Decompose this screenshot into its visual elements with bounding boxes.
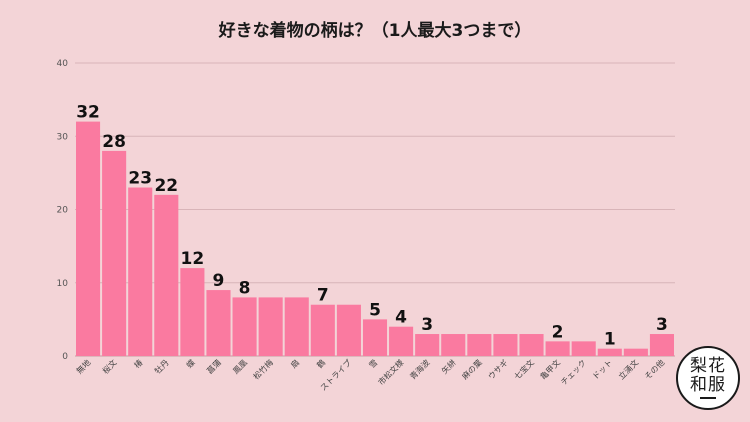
data-label: 22 bbox=[154, 176, 178, 196]
data-label: 3 bbox=[656, 315, 668, 335]
bar bbox=[467, 334, 492, 356]
data-label: 32 bbox=[76, 103, 100, 123]
x-tick-label: 七宝文 bbox=[512, 357, 536, 381]
bar bbox=[545, 341, 570, 356]
y-tick-label: 0 bbox=[62, 352, 68, 362]
x-tick-label: ウサギ bbox=[487, 358, 510, 381]
bar bbox=[232, 297, 257, 356]
y-tick-label: 30 bbox=[57, 132, 69, 142]
logo-row-2: 和服 bbox=[690, 375, 726, 395]
x-tick-label: 鶴 bbox=[315, 357, 328, 370]
bar bbox=[258, 297, 283, 356]
bar bbox=[362, 319, 388, 356]
bar bbox=[623, 348, 648, 356]
x-tick-label: 市松文様 bbox=[376, 357, 406, 387]
bar bbox=[180, 268, 205, 356]
data-label: 4 bbox=[395, 308, 407, 328]
bar bbox=[154, 194, 179, 356]
bar bbox=[519, 334, 544, 356]
bar bbox=[336, 304, 361, 356]
x-tick-label: 矢絣 bbox=[439, 357, 457, 375]
bar bbox=[441, 334, 466, 356]
bar bbox=[415, 334, 440, 356]
x-tick-label: 松竹梅 bbox=[251, 357, 275, 381]
x-tick-label: 青海波 bbox=[408, 357, 432, 381]
data-label: 12 bbox=[181, 249, 205, 269]
x-tick-label: 蝶 bbox=[184, 357, 197, 370]
bar bbox=[493, 334, 518, 356]
x-tick-label: その他 bbox=[642, 357, 666, 381]
x-tick-label: チェック bbox=[559, 358, 588, 387]
chart-title: 好きな着物の柄は？（1人最大3つまで） bbox=[218, 21, 532, 41]
x-tick-label: 亀甲文 bbox=[538, 357, 562, 381]
data-label: 3 bbox=[421, 315, 433, 335]
data-label: 2 bbox=[552, 322, 564, 342]
data-label: 8 bbox=[239, 278, 251, 298]
y-tick-label: 40 bbox=[57, 59, 69, 69]
bar bbox=[128, 187, 153, 356]
logo-row-1: 梨花 bbox=[690, 356, 726, 376]
bar bbox=[649, 334, 674, 356]
data-label: 7 bbox=[317, 286, 329, 306]
x-tick-label: 扇 bbox=[288, 357, 301, 370]
x-tick-label: 雪 bbox=[367, 358, 379, 370]
x-tick-label: 立涌文 bbox=[616, 357, 640, 381]
x-tick-label: 菖蒲 bbox=[205, 357, 223, 375]
y-tick-label: 20 bbox=[57, 206, 69, 216]
x-tick-label: ドット bbox=[591, 358, 614, 381]
x-tick-label: 麻の葉 bbox=[460, 357, 484, 381]
bar-layer bbox=[76, 121, 674, 356]
data-label: 1 bbox=[604, 330, 616, 350]
bar bbox=[389, 326, 414, 356]
data-label: 28 bbox=[102, 132, 126, 152]
x-tick-label: 桜文 bbox=[100, 357, 118, 375]
x-tick-label: 牡丹 bbox=[152, 357, 170, 375]
bar bbox=[310, 304, 335, 356]
x-tick-label: 無地 bbox=[74, 357, 92, 375]
y-tick-label: 10 bbox=[57, 279, 69, 289]
bar bbox=[76, 121, 101, 356]
data-label: 23 bbox=[128, 169, 152, 189]
bar bbox=[102, 150, 127, 356]
bar bbox=[571, 341, 596, 356]
x-tick-label: 椿 bbox=[132, 357, 145, 370]
data-label: 5 bbox=[369, 300, 381, 320]
bar bbox=[597, 348, 622, 356]
brand-logo: 梨花 和服 bbox=[676, 346, 740, 410]
data-label: 9 bbox=[213, 271, 225, 291]
x-tick-label: 鳳凰 bbox=[231, 358, 249, 376]
bar bbox=[206, 290, 231, 356]
logo-underline bbox=[700, 397, 716, 399]
bar bbox=[284, 297, 309, 356]
